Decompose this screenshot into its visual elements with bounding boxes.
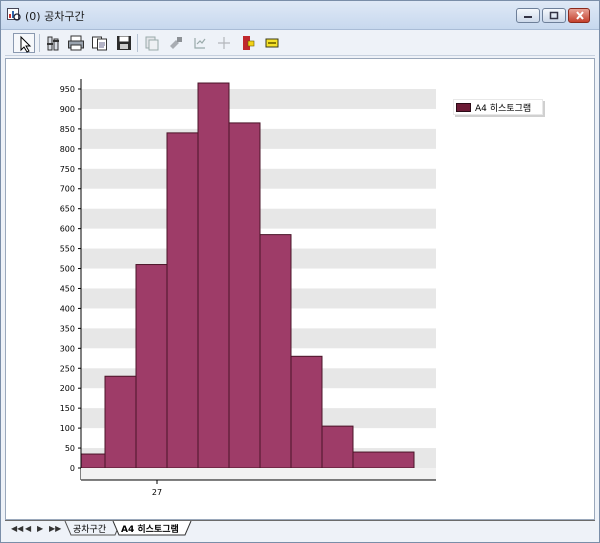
histogram-bar[interactable] xyxy=(259,234,292,469)
copy-icon xyxy=(92,36,107,51)
y-tick-label: 800 xyxy=(60,145,75,154)
brush-icon xyxy=(170,37,182,49)
brush-button[interactable] xyxy=(165,33,187,53)
save-button[interactable] xyxy=(113,33,135,53)
y-tick-label: 50 xyxy=(65,444,75,453)
scale-icon xyxy=(194,38,206,49)
annotate-icon xyxy=(243,36,255,50)
y-tick-label: 100 xyxy=(60,424,75,433)
y-tick-label: 500 xyxy=(60,265,75,274)
window-title: (0) 공차구간 xyxy=(25,10,85,23)
properties-icon xyxy=(47,36,59,51)
histogram-bar[interactable] xyxy=(321,425,354,469)
cursor-arrow-icon xyxy=(20,35,32,53)
y-tick-label: 550 xyxy=(60,245,75,254)
y-tick-label: 850 xyxy=(60,125,75,134)
annotate-button[interactable] xyxy=(237,33,259,53)
graph-options-button[interactable] xyxy=(141,33,163,53)
minimize-button[interactable] xyxy=(516,8,540,23)
histogram-bar[interactable] xyxy=(352,451,415,469)
grid-band xyxy=(81,89,436,109)
graph-canvas[interactable]: 0 50 100 150 200 250 300 350 400 450 500 550 600 650 7… xyxy=(5,58,595,520)
printer-icon xyxy=(68,35,84,51)
copy-button[interactable] xyxy=(89,33,111,53)
close-icon xyxy=(576,11,584,20)
y-tick-label: 750 xyxy=(60,165,75,174)
label-button[interactable] xyxy=(261,33,283,53)
prev-sheet-icon[interactable]: ◀ xyxy=(25,524,32,533)
y-tick-label: 300 xyxy=(60,344,75,353)
sheet-tab-bar: ◀◀ ◀ ▶ ▶▶ 공차구간 A4 히스토그램 xyxy=(5,520,595,539)
histogram-bar[interactable] xyxy=(135,264,168,469)
x-axis-band xyxy=(81,468,436,480)
histogram-bar[interactable] xyxy=(104,375,137,469)
properties-button[interactable] xyxy=(43,33,65,53)
toolbar xyxy=(5,31,595,56)
sheet-tab-tolerance[interactable]: 공차구간 xyxy=(73,525,107,535)
label-icon xyxy=(265,38,279,48)
graph-options-icon xyxy=(145,36,159,51)
first-sheet-icon[interactable]: ◀◀ xyxy=(11,524,24,533)
x-tick-label: 27 xyxy=(152,488,162,497)
pointer-tool-button[interactable] xyxy=(13,33,35,53)
y-tick-label: 650 xyxy=(60,205,75,214)
sheet-tab-shapes xyxy=(64,521,192,536)
legend-item: A4 히스토그램 xyxy=(453,99,543,115)
histogram-bar[interactable] xyxy=(166,132,199,469)
y-tick-label: 0 xyxy=(70,464,75,473)
histogram-bar[interactable] xyxy=(80,453,106,469)
minimize-icon xyxy=(524,16,532,18)
histogram-bar[interactable] xyxy=(228,122,261,469)
close-button[interactable] xyxy=(568,8,590,23)
histogram-bar[interactable] xyxy=(197,82,230,469)
y-tick-label: 900 xyxy=(60,105,75,114)
last-sheet-icon[interactable]: ▶▶ xyxy=(49,524,62,533)
legend-label: A4 히스토그램 xyxy=(475,104,532,114)
y-tick-label: 950 xyxy=(60,85,75,94)
y-tick-label: 400 xyxy=(60,304,75,313)
y-tick-label: 600 xyxy=(60,225,75,234)
histogram-chart: 0 50 100 150 200 250 300 350 400 450 500 550 600 650 7… xyxy=(60,79,436,497)
scale-button[interactable] xyxy=(189,33,211,53)
y-tick-label: 700 xyxy=(60,185,75,194)
floppy-disk-icon xyxy=(117,36,131,50)
crosshair-icon xyxy=(218,37,230,49)
legend-swatch xyxy=(456,103,471,112)
maximize-button[interactable] xyxy=(542,8,566,23)
print-button[interactable] xyxy=(65,33,87,53)
toolbar-separator xyxy=(137,34,138,52)
y-tick-label: 200 xyxy=(60,384,75,393)
crosshair-button[interactable] xyxy=(213,33,235,53)
maximize-icon xyxy=(549,11,559,20)
sheet-tab-histogram[interactable]: A4 히스토그램 xyxy=(121,525,179,535)
y-tick-label: 250 xyxy=(60,364,75,373)
y-tick-label: 350 xyxy=(60,324,75,333)
graph-window-icon xyxy=(7,8,21,21)
histogram-bar[interactable] xyxy=(290,355,323,469)
y-tick-label: 450 xyxy=(60,284,75,293)
toolbar-separator xyxy=(39,34,40,52)
y-tick-label: 150 xyxy=(60,404,75,413)
title-bar[interactable]: (0) 공차구간 xyxy=(1,1,599,30)
legend[interactable]: A4 히스토그램 xyxy=(453,99,543,115)
next-sheet-icon[interactable]: ▶ xyxy=(37,524,44,533)
